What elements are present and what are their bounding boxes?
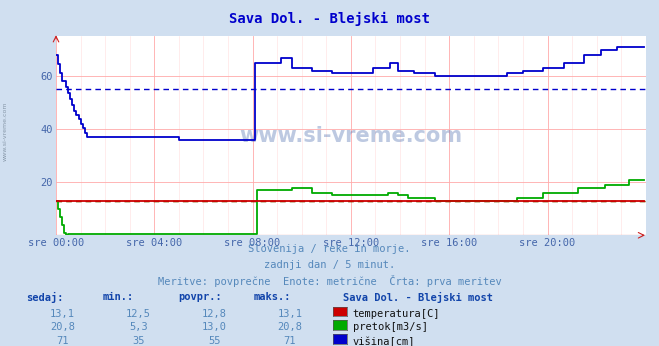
Text: 13,1: 13,1 [50,309,75,319]
Text: Slovenija / reke in morje.: Slovenija / reke in morje. [248,244,411,254]
Text: 5,3: 5,3 [129,322,148,333]
Text: Sava Dol. - Blejski most: Sava Dol. - Blejski most [229,12,430,26]
Text: www.si-vreme.com: www.si-vreme.com [239,126,463,146]
Text: 35: 35 [132,336,144,346]
Text: temperatura[C]: temperatura[C] [353,309,440,319]
Text: Sava Dol. - Blejski most: Sava Dol. - Blejski most [343,292,493,303]
Text: povpr.:: povpr.: [178,292,221,302]
Text: sedaj:: sedaj: [26,292,64,303]
Text: 55: 55 [208,336,220,346]
Text: 71: 71 [284,336,296,346]
Text: višina[cm]: višina[cm] [353,336,415,346]
Text: 71: 71 [57,336,69,346]
Text: 12,5: 12,5 [126,309,151,319]
Text: pretok[m3/s]: pretok[m3/s] [353,322,428,333]
Text: 20,8: 20,8 [50,322,75,333]
Text: Meritve: povprečne  Enote: metrične  Črta: prva meritev: Meritve: povprečne Enote: metrične Črta:… [158,275,501,287]
Text: 13,0: 13,0 [202,322,227,333]
Text: min.:: min.: [102,292,133,302]
Text: 13,1: 13,1 [277,309,302,319]
Text: 12,8: 12,8 [202,309,227,319]
Text: 20,8: 20,8 [277,322,302,333]
Text: maks.:: maks.: [254,292,291,302]
Text: zadnji dan / 5 minut.: zadnji dan / 5 minut. [264,260,395,270]
Text: www.si-vreme.com: www.si-vreme.com [3,102,8,161]
